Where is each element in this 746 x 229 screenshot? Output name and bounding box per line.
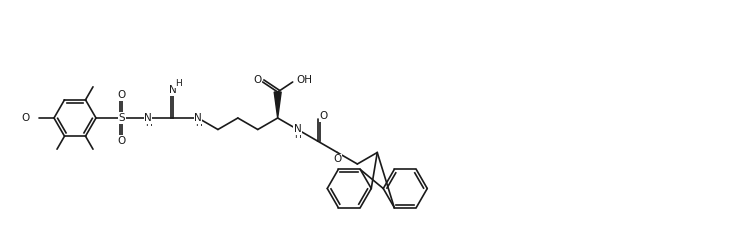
Text: H: H (145, 120, 151, 128)
Text: O: O (22, 113, 30, 123)
Text: O: O (22, 113, 30, 123)
Text: H: H (175, 79, 181, 87)
Text: O: O (118, 136, 126, 146)
Text: O: O (118, 90, 126, 100)
Text: O: O (254, 75, 262, 85)
Text: N: N (144, 113, 152, 123)
Text: N: N (169, 85, 177, 95)
Text: H: H (195, 120, 201, 128)
Text: H: H (294, 131, 301, 140)
Text: N: N (294, 125, 301, 134)
Polygon shape (275, 92, 281, 118)
Text: N: N (194, 113, 202, 123)
Text: O: O (333, 155, 342, 164)
Text: S: S (119, 113, 125, 123)
Text: OH: OH (297, 75, 313, 85)
Text: O: O (319, 111, 327, 121)
